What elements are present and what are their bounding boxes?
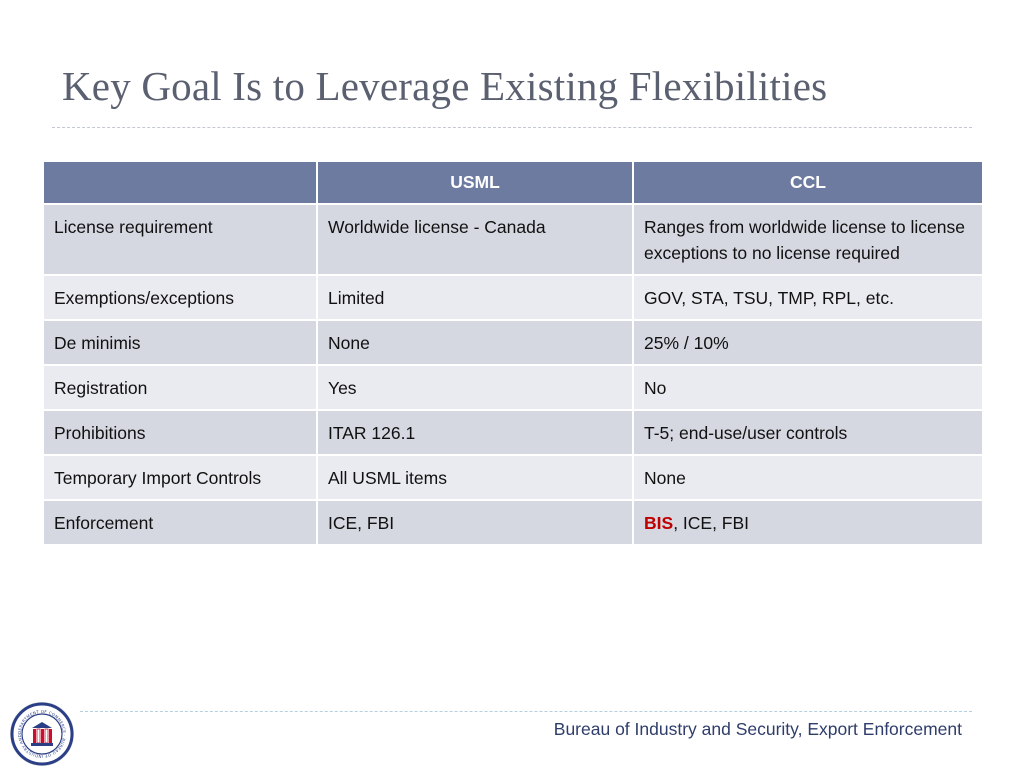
- row-label: Temporary Import Controls: [42, 454, 318, 501]
- footer-divider: [80, 711, 972, 712]
- ccl-cell: None: [632, 454, 984, 501]
- usml-cell: Yes: [316, 364, 634, 411]
- footer-text: Bureau of Industry and Security, Export …: [553, 719, 962, 739]
- table-row: License requirement Worldwide license - …: [42, 203, 984, 276]
- table-row: Exemptions/exceptions Limited GOV, STA, …: [42, 274, 984, 321]
- slide-title: Key Goal Is to Leverage Existing Flexibi…: [62, 63, 828, 109]
- usml-cell: ICE, FBI: [316, 499, 634, 546]
- row-label: De minimis: [42, 319, 318, 366]
- table-row: Registration Yes No: [42, 364, 984, 411]
- comparison-table: USML CCL License requirement Worldwide l…: [42, 160, 984, 546]
- header-usml: USML: [316, 160, 634, 205]
- usml-cell: Worldwide license - Canada: [316, 203, 634, 276]
- table-row: De minimis None 25% / 10%: [42, 319, 984, 366]
- bis-highlight: BIS: [644, 513, 674, 533]
- ccl-cell: BIS, ICE, FBI: [632, 499, 984, 546]
- header-ccl: CCL: [632, 160, 984, 205]
- title-divider: [52, 127, 972, 128]
- ccl-cell: 25% / 10%: [632, 319, 984, 366]
- row-label: License requirement: [42, 203, 318, 276]
- ccl-cell: Ranges from worldwide license to license…: [632, 203, 984, 276]
- header-empty-cell: [42, 160, 318, 205]
- table-row: Enforcement ICE, FBI BIS, ICE, FBI: [42, 499, 984, 546]
- ccl-cell: No: [632, 364, 984, 411]
- row-label: Exemptions/exceptions: [42, 274, 318, 321]
- usml-cell: Limited: [316, 274, 634, 321]
- row-label: Enforcement: [42, 499, 318, 546]
- ccl-cell-rest: , ICE, FBI: [673, 513, 750, 533]
- table-row: Prohibitions ITAR 126.1 T-5; end-use/use…: [42, 409, 984, 456]
- ccl-cell: T-5; end-use/user controls: [632, 409, 984, 456]
- comparison-table-container: USML CCL License requirement Worldwide l…: [42, 160, 984, 546]
- agency-seal-icon: DEPARTMENT OF COMMERCE · BUREAU OF INDUS…: [8, 700, 74, 766]
- table-header-row: USML CCL: [42, 160, 984, 205]
- usml-cell: None: [316, 319, 634, 366]
- table-row: Temporary Import Controls All USML items…: [42, 454, 984, 501]
- ccl-cell: GOV, STA, TSU, TMP, RPL, etc.: [632, 274, 984, 321]
- row-label: Prohibitions: [42, 409, 318, 456]
- row-label: Registration: [42, 364, 318, 411]
- usml-cell: All USML items: [316, 454, 634, 501]
- usml-cell: ITAR 126.1: [316, 409, 634, 456]
